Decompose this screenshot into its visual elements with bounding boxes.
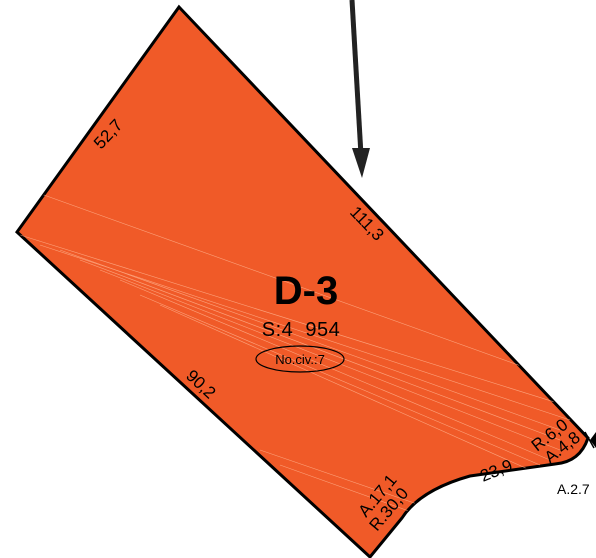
hatch-lines	[19, 189, 581, 516]
lot-area-label: S:4 954	[262, 319, 341, 341]
civic-number-ellipse	[255, 345, 345, 373]
dim-offpage: A.2.7	[557, 481, 590, 497]
angle-arrow-icon	[584, 431, 596, 449]
north-arrow-icon	[349, 0, 370, 178]
civic-number-label: No.civ.:7	[275, 352, 325, 367]
lot-id-label: D-3	[274, 269, 338, 313]
lot-parcel[interactable]	[15, 4, 590, 558]
